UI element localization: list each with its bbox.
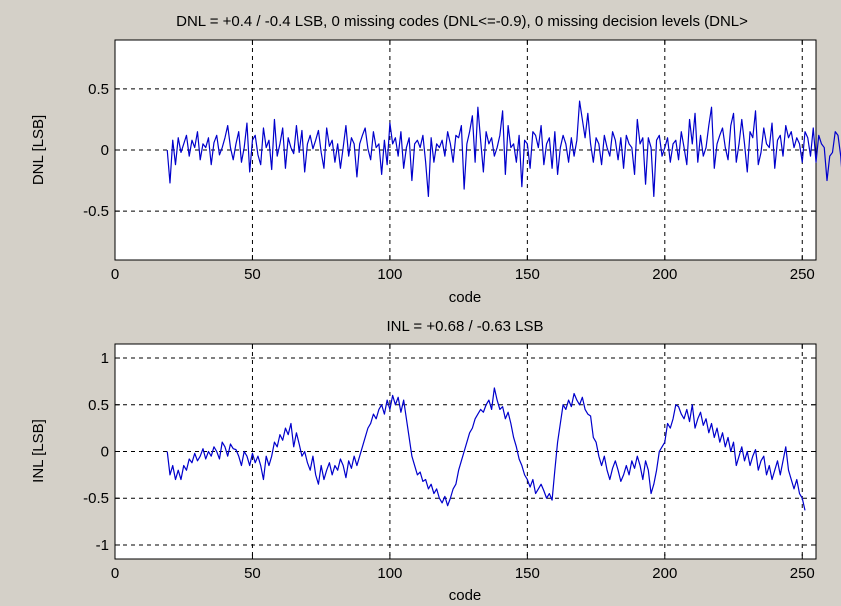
inl-series-line	[166, 387, 806, 511]
dnl-x-tick-label: 250	[790, 266, 815, 283]
inl-y-tick-labels: -1 -0.5 0 0.5 1	[83, 350, 109, 554]
inl-plot-title: INL = +0.68 / -0.63 LSB	[386, 318, 543, 335]
inl-x-tick-labels: 0 50 100 150 200 250	[111, 565, 815, 582]
inl-y-tick-label: -1	[96, 537, 109, 554]
dnl-y-axis-label: DNL [LSB]	[30, 115, 47, 185]
inl-plot-panel: INL = +0.68 / -0.63 LSB 0 50 100 150 200 250 …	[30, 318, 817, 604]
dnl-x-tick-labels: 0 50 100 150 200 250	[111, 266, 815, 283]
inl-y-tick-label: 1	[101, 350, 109, 367]
inl-grid	[115, 344, 816, 559]
inl-y-axis-label: INL [LSB]	[30, 419, 47, 483]
dnl-y-tick-label: 0.5	[88, 81, 109, 98]
dnl-x-tick-label: 150	[515, 266, 540, 283]
dnl-ticks	[114, 40, 816, 260]
dnl-x-tick-label: 100	[377, 266, 402, 283]
dnl-plot-title: DNL = +0.4 / -0.4 LSB, 0 missing codes (…	[176, 13, 748, 30]
dnl-y-tick-labels: -0.5 0 0.5	[83, 81, 109, 220]
inl-x-tick-label: 100	[377, 565, 402, 582]
inl-x-tick-label: 0	[111, 565, 119, 582]
inl-y-tick-label: -0.5	[83, 490, 109, 507]
dnl-x-axis-label: code	[449, 289, 482, 306]
inl-ticks	[114, 344, 816, 559]
dnl-plot-panel: DNL = +0.4 / -0.4 LSB, 0 missing codes (…	[30, 13, 841, 306]
inl-x-tick-label: 250	[790, 565, 815, 582]
inl-x-axis-label: code	[449, 587, 482, 604]
dnl-y-tick-label: 0	[101, 142, 109, 159]
inl-x-tick-label: 50	[244, 565, 261, 582]
inl-x-tick-label: 200	[652, 565, 677, 582]
inl-y-tick-label: 0	[101, 444, 109, 461]
inl-x-tick-label: 150	[515, 565, 540, 582]
dnl-x-tick-label: 50	[244, 266, 261, 283]
dnl-y-tick-label: -0.5	[83, 203, 109, 220]
inl-y-tick-label: 0.5	[88, 397, 109, 414]
dnl-series-line	[166, 100, 841, 198]
dnl-x-tick-label: 0	[111, 266, 119, 283]
dnl-x-tick-label: 200	[652, 266, 677, 283]
